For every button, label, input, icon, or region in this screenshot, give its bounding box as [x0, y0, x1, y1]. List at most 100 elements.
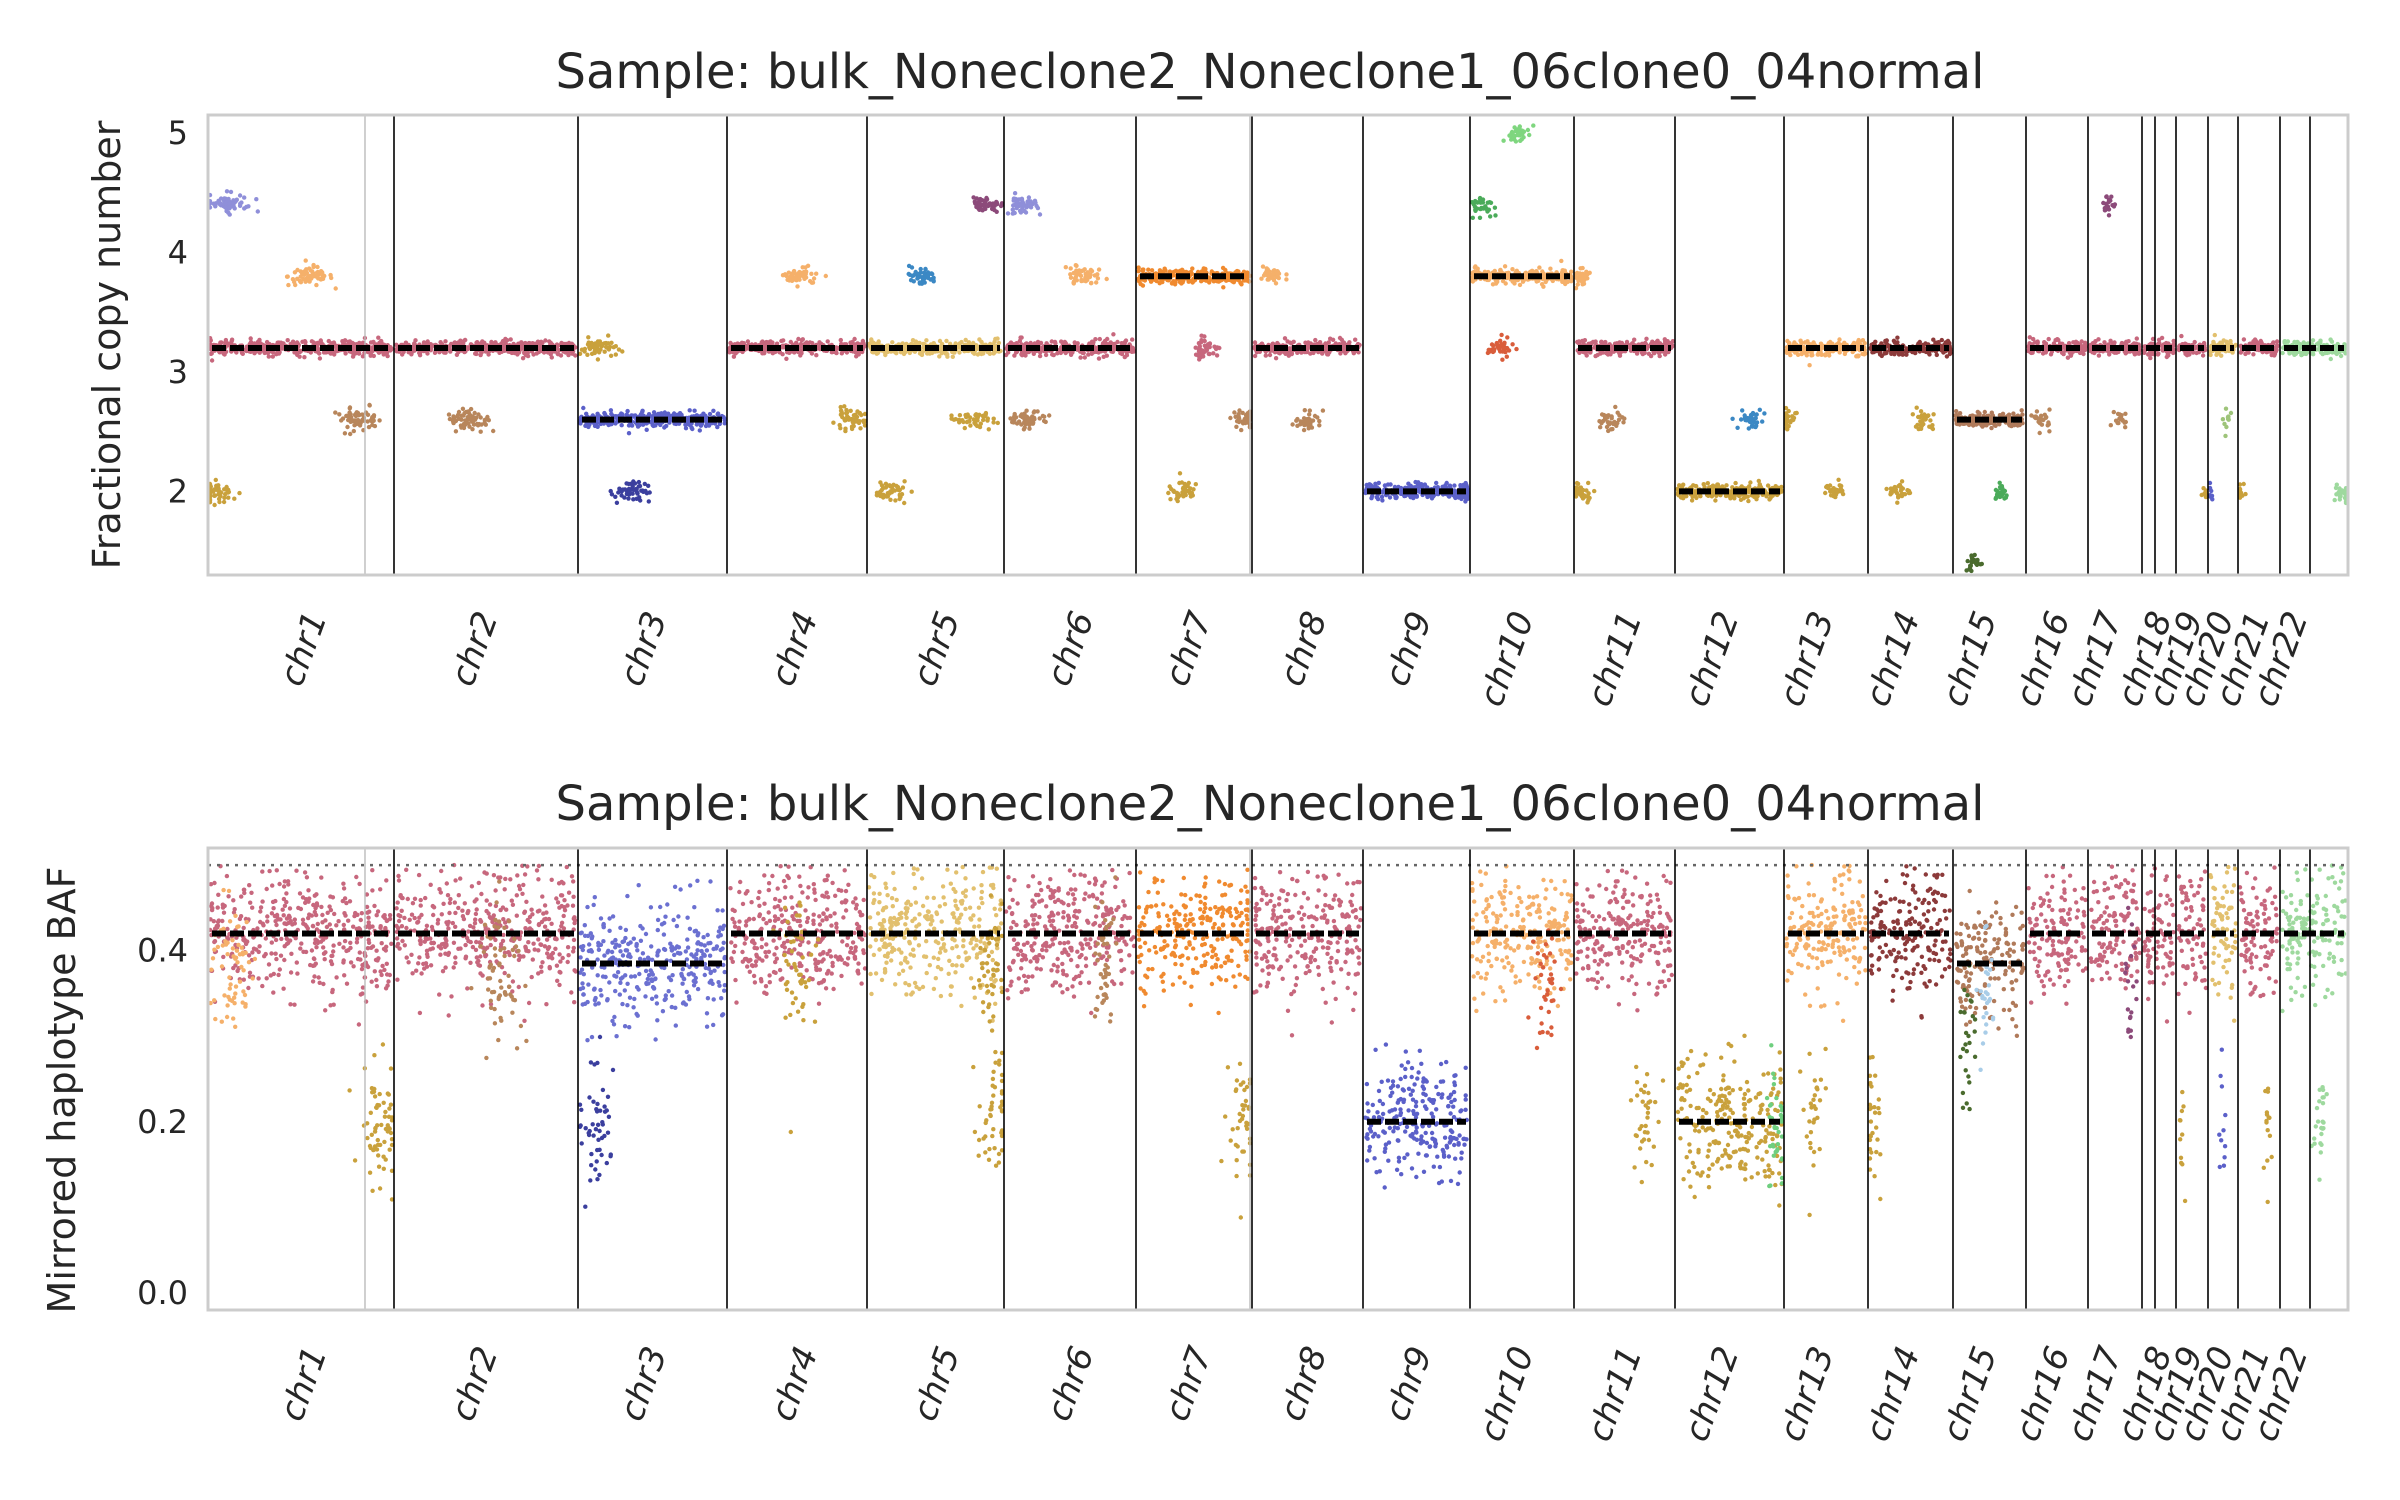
- data-point: [1186, 480, 1192, 486]
- data-point: [1664, 340, 1670, 345]
- data-point: [957, 413, 963, 418]
- data-point: [848, 340, 853, 345]
- data-point: [1748, 416, 1753, 421]
- data-point: [1613, 404, 1618, 410]
- data-point: [1177, 480, 1182, 486]
- data-point: [902, 500, 907, 506]
- data-point: [784, 356, 789, 361]
- data-point: [878, 480, 883, 485]
- data-point: [1569, 269, 1574, 274]
- data-point: [842, 417, 847, 422]
- data-point: [468, 406, 474, 412]
- data-point: [491, 428, 496, 434]
- data-point: [1104, 276, 1109, 282]
- data-point: [975, 418, 980, 423]
- data-point: [337, 412, 342, 417]
- data-point: [1486, 347, 1491, 353]
- data-point: [1823, 490, 1828, 496]
- data-point: [1534, 269, 1539, 274]
- data-point: [1584, 488, 1589, 493]
- data-point: [852, 336, 857, 342]
- data-point: [304, 267, 309, 272]
- data-point: [240, 351, 245, 356]
- data-point: [1252, 340, 1258, 345]
- data-point: [454, 352, 460, 357]
- data-point: [1315, 415, 1320, 420]
- data-point: [315, 264, 320, 270]
- data-point: [1745, 494, 1750, 499]
- data-point: [593, 422, 599, 427]
- data-point: [1005, 211, 1011, 216]
- data-point: [1743, 417, 1748, 423]
- data-point: [1592, 488, 1597, 494]
- data-point: [1307, 408, 1313, 413]
- data-point: [1689, 498, 1695, 503]
- data-point: [798, 341, 804, 347]
- data-point: [242, 195, 247, 200]
- data-point: [226, 495, 231, 500]
- data-point: [1765, 483, 1771, 488]
- data-point: [1031, 415, 1037, 420]
- data-point: [1621, 420, 1626, 425]
- data-point: [1284, 272, 1289, 277]
- data-point: [1531, 123, 1536, 128]
- data-point: [1559, 258, 1564, 264]
- data-point: [308, 268, 313, 273]
- data-point: [1095, 276, 1101, 281]
- data-point: [1525, 127, 1531, 133]
- data-point: [679, 412, 684, 417]
- data-point: [977, 201, 983, 206]
- data-point: [975, 352, 981, 357]
- data-point: [582, 346, 588, 352]
- data-point: [1588, 341, 1594, 346]
- data-point: [586, 335, 591, 340]
- data-point: [1608, 427, 1614, 432]
- data-point: [876, 339, 881, 344]
- data-point: [1295, 416, 1300, 422]
- data-point: [1434, 480, 1439, 486]
- data-point: [1019, 352, 1024, 357]
- data-point: [353, 412, 358, 418]
- data-point: [461, 341, 466, 346]
- data-point: [233, 198, 239, 203]
- data-point: [345, 413, 350, 418]
- data-point: [333, 410, 338, 415]
- data-point: [1604, 415, 1610, 420]
- data-point: [368, 353, 373, 358]
- data-point: [1220, 265, 1226, 271]
- data-point: [1094, 280, 1099, 285]
- data-point: [1499, 342, 1504, 347]
- data-point: [974, 204, 979, 210]
- data-point: [1811, 340, 1816, 345]
- data-point: [1015, 199, 1020, 205]
- data-point: [1833, 494, 1838, 500]
- data-point: [502, 348, 507, 353]
- data-point: [991, 420, 996, 425]
- data-point: [637, 483, 643, 489]
- data-point: [906, 271, 911, 277]
- data-point: [614, 500, 620, 505]
- data-point: [888, 497, 893, 502]
- data-point: [968, 423, 973, 428]
- data-point: [1470, 279, 1476, 284]
- data-point: [1068, 266, 1073, 271]
- data-point: [1252, 353, 1258, 359]
- data-point: [229, 337, 235, 342]
- data-point: [223, 492, 228, 497]
- data-point: [1541, 272, 1546, 277]
- data-point: [1072, 340, 1077, 345]
- data-point: [328, 272, 333, 278]
- data-point: [1492, 205, 1498, 210]
- data-point: [326, 338, 331, 344]
- data-point: [1024, 408, 1029, 413]
- data-point: [303, 258, 308, 263]
- data-point: [662, 425, 667, 430]
- data-point: [549, 355, 554, 360]
- data-point: [1503, 349, 1508, 355]
- data-point: [1713, 498, 1718, 503]
- data-point: [270, 354, 275, 359]
- data-point: [1037, 212, 1043, 217]
- data-point: [687, 408, 692, 413]
- data-point: [1488, 214, 1493, 219]
